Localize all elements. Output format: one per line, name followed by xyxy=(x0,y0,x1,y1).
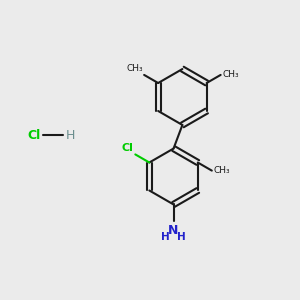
Text: H: H xyxy=(66,129,76,142)
Text: CH₃: CH₃ xyxy=(213,166,230,175)
Text: CH₃: CH₃ xyxy=(126,64,143,74)
Text: H: H xyxy=(177,232,186,242)
Text: Cl: Cl xyxy=(121,143,133,153)
Text: N: N xyxy=(168,224,179,237)
Text: Cl: Cl xyxy=(28,129,41,142)
Text: CH₃: CH₃ xyxy=(222,70,239,80)
Text: H: H xyxy=(161,232,170,242)
